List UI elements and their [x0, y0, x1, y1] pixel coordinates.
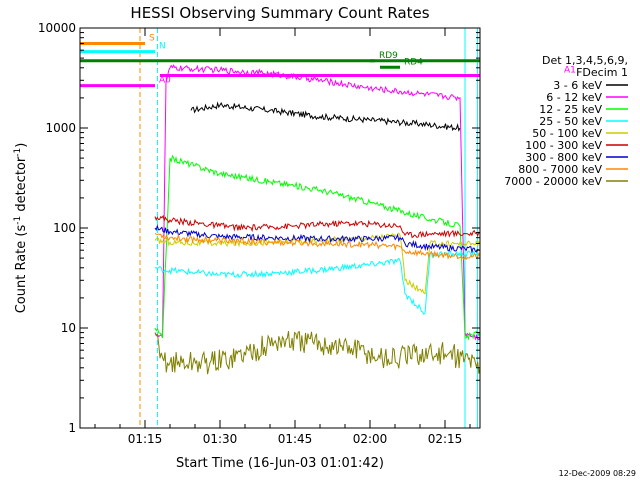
flag-label-1: N: [159, 42, 166, 52]
y-axis: 1 10 100 1000 10000: [38, 21, 480, 435]
series-line-4: [154, 232, 481, 295]
series-line-6: [154, 224, 481, 254]
footer-timestamp: 12-Dec-2009 08:29: [559, 469, 636, 478]
y-tick-label-0: 1: [68, 421, 76, 435]
flag-label-3: RD9: [379, 51, 398, 61]
chart-title: HESSI Observing Summary Count Rates: [130, 4, 429, 22]
y-tick-label-2: 100: [53, 221, 76, 235]
flag-label-4: RD4: [404, 57, 423, 67]
x-axis-title: Start Time (16-Jun-03 01:01:42): [176, 456, 384, 471]
legend-header-line1: Det 1,3,4,5,6,9,: [542, 54, 628, 67]
x-axis: 01:15 01:30 01:45 02:00 02:15: [94, 28, 471, 446]
series-line-1: [154, 64, 481, 341]
plot-area: SN RD9 RD4 A0 A1: [80, 28, 576, 428]
legend-label-8: 7000 - 20000 keV: [504, 175, 602, 188]
legend-label-3: 25 - 50 keV: [539, 115, 602, 128]
y-axis-title: Count Rate (s-1 detector-1): [13, 143, 29, 314]
legend-label-7: 800 - 7000 keV: [518, 163, 602, 176]
legend-label-6: 300 - 800 keV: [525, 151, 602, 164]
series-line-3: [154, 249, 481, 315]
legend-header-line2: FDecim 1: [576, 66, 628, 79]
legend-label-0: 3 - 6 keV: [553, 79, 602, 92]
y-tick-label-1: 10: [61, 321, 76, 335]
series-line-0: [190, 101, 461, 132]
x-tick-label-3: 02:00: [353, 432, 388, 446]
flag-label-0: S: [149, 33, 155, 43]
x-tick-label-0: 01:15: [128, 432, 163, 446]
legend-label-1: 6 - 12 keV: [546, 91, 602, 104]
x-tick-label-4: 02:15: [428, 432, 463, 446]
x-tick-label-2: 01:45: [278, 432, 313, 446]
flag-label-5: A0: [159, 76, 171, 86]
legend-label-2: 12 - 25 keV: [539, 103, 602, 116]
legend-label-4: 50 - 100 keV: [532, 127, 602, 140]
legend-label-5: 100 - 300 keV: [525, 139, 602, 152]
series-line-5: [154, 214, 481, 239]
series-line-8: [154, 331, 481, 375]
x-tick-label-1: 01:30: [203, 432, 238, 446]
y-tick-label-3: 1000: [45, 121, 76, 135]
flag-label-6: A1: [564, 65, 576, 75]
series-line-2: [154, 154, 481, 341]
y-tick-label-4: 10000: [38, 21, 76, 35]
series-line-7: [154, 233, 481, 261]
